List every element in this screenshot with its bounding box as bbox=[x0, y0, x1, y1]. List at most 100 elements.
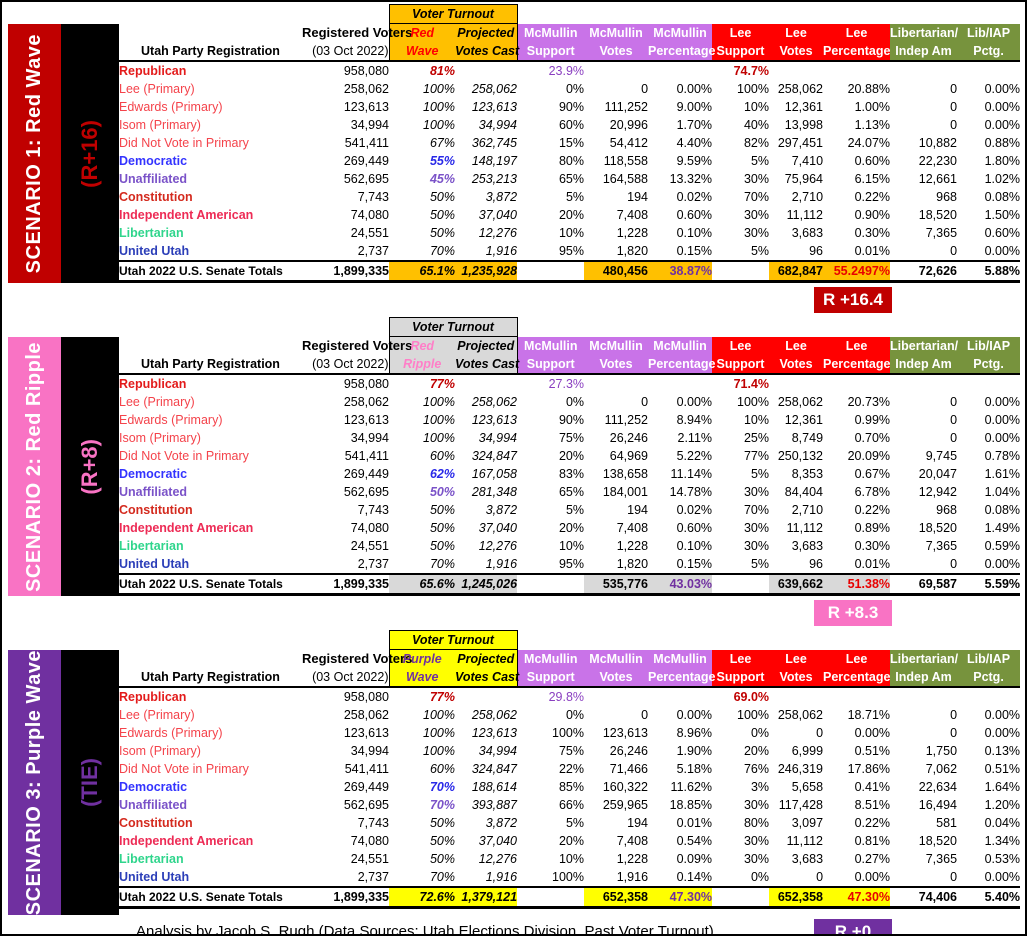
column-header-mcmullin-votes: McMullin Votes bbox=[584, 649, 649, 688]
party-row: United Utah 2,737 70% 1,916 95% 1,820 0.15% 5% 9… bbox=[119, 242, 1020, 261]
cell-lee-pct: 0.00% bbox=[854, 726, 891, 740]
cell-mcmullin-pct: 0.00% bbox=[676, 82, 713, 96]
cell-mcmullin-votes: 7,408 bbox=[616, 208, 649, 222]
cell-mcmullin-pct: 9.59% bbox=[676, 154, 713, 168]
cell-mcmullin-votes: 1,916 bbox=[616, 870, 649, 884]
party-label: Constitution bbox=[119, 503, 193, 517]
cell-lee-support: 30% bbox=[743, 226, 770, 240]
cell-lee-pct: 0.30% bbox=[854, 226, 891, 240]
cell-mcmullin-pct: 8.96% bbox=[676, 726, 713, 740]
total-lee-support bbox=[712, 260, 770, 283]
badge-row: R +8.3 bbox=[8, 596, 1025, 630]
column-header-lib-iap-pctg-: Lib/IAP Pctg. bbox=[957, 336, 1021, 375]
party-row: Edwards (Primary) 123,613 100% 123,613 90% 11… bbox=[119, 98, 1020, 116]
cell-lee-pct: 0.81% bbox=[854, 834, 891, 848]
cell-lib-iap-pct: 0.51% bbox=[984, 762, 1021, 776]
cell-mcmullin-support: 10% bbox=[558, 226, 585, 240]
cell-turnout-pct: 77% bbox=[429, 690, 455, 704]
total-lee-support bbox=[712, 886, 770, 909]
cell-mcmullin-pct: 8.94% bbox=[676, 413, 713, 427]
cell-lee-pct: 0.51% bbox=[854, 744, 891, 758]
column-header-lee-support: Lee Support bbox=[712, 23, 770, 62]
party-row: Edwards (Primary) 123,613 100% 123,613 90% 11… bbox=[119, 411, 1020, 429]
party-row: Unaffiliated 562,695 70% 393,887 66% 259,965 1… bbox=[119, 796, 1020, 814]
cell-registered-voters: 7,743 bbox=[357, 816, 389, 830]
cell-lee-votes: 117,428 bbox=[778, 798, 824, 812]
scenario-block-red-wave: SCENARIO 1: Red Wave (R+16) Voter Turnout U… bbox=[8, 4, 1025, 283]
cell-lee-pct: 0.90% bbox=[854, 208, 891, 222]
cell-lib-iap-votes bbox=[890, 687, 957, 706]
cell-lee-support: 30% bbox=[743, 521, 770, 535]
cell-lib-iap-pct: 0.00% bbox=[984, 100, 1021, 114]
cell-mcmullin-pct: 0.54% bbox=[676, 834, 713, 848]
party-label: Isom (Primary) bbox=[119, 744, 201, 758]
cell-lee-votes: 75,964 bbox=[784, 172, 824, 186]
cell-mcmullin-support: 75% bbox=[558, 431, 585, 445]
cell-lib-iap-pct: 0.08% bbox=[984, 503, 1021, 517]
total-turnout-pct: 65.6% bbox=[389, 573, 455, 596]
cell-lee-pct: 0.00% bbox=[854, 870, 891, 884]
cell-mcmullin-votes: 194 bbox=[627, 190, 649, 204]
total-lib-iap-pct: 5.88% bbox=[957, 260, 1021, 283]
column-header-lib-iap-pctg-: Lib/IAP Pctg. bbox=[957, 23, 1021, 62]
cell-projected-votes: 37,040 bbox=[478, 834, 518, 848]
total-turnout-pct: 72.6% bbox=[389, 886, 455, 909]
cell-lib-iap-votes: 7,365 bbox=[925, 539, 958, 553]
party-label: Isom (Primary) bbox=[119, 431, 201, 445]
cell-lee-support: 3% bbox=[750, 780, 770, 794]
party-label: Unaffiliated bbox=[119, 172, 188, 186]
cell-mcmullin-support: 65% bbox=[558, 172, 585, 186]
cell-projected-votes: 123,613 bbox=[471, 100, 518, 114]
cell-mcmullin-pct: 4.40% bbox=[676, 136, 713, 150]
cell-lee-support: 5% bbox=[750, 154, 770, 168]
cell-lee-votes: 297,451 bbox=[777, 136, 824, 150]
cell-turnout-pct: 50% bbox=[429, 521, 455, 535]
cell-lee-pct: 0.41% bbox=[854, 780, 891, 794]
party-row: Constitution 7,743 50% 3,872 5% 194 0.01% 80% 3,… bbox=[119, 814, 1020, 832]
cell-lib-iap-pct: 1.20% bbox=[984, 798, 1021, 812]
cell-registered-voters: 958,080 bbox=[343, 690, 389, 704]
cell-mcmullin-votes bbox=[584, 374, 648, 393]
scenario-title: SCENARIO 3: Purple Wave bbox=[23, 650, 45, 916]
cell-mcmullin-pct: 2.11% bbox=[677, 431, 713, 445]
cell-lee-votes: 2,710 bbox=[791, 190, 824, 204]
cell-mcmullin-support: 20% bbox=[558, 449, 585, 463]
cell-turnout-pct: 50% bbox=[429, 190, 455, 204]
cell-registered-voters: 269,449 bbox=[343, 154, 389, 168]
cell-projected-votes: 258,062 bbox=[471, 708, 518, 722]
badge-row: R +16.4 bbox=[8, 283, 1025, 317]
cell-projected-votes: 123,613 bbox=[471, 726, 518, 740]
column-header-projected: Projected Votes Cast bbox=[455, 336, 519, 375]
scenario-table: Voter Turnout Utah Party Registration Regi… bbox=[119, 630, 1021, 909]
total-turnout-pct: 65.1% bbox=[389, 260, 455, 283]
cell-projected-votes: 324,847 bbox=[471, 449, 518, 463]
cell-projected-votes: 3,872 bbox=[485, 190, 518, 204]
column-header-projected: Projected Votes Cast bbox=[455, 649, 519, 688]
cell-registered-voters: 541,411 bbox=[344, 449, 389, 463]
cell-lib-iap-pct: 0.04% bbox=[984, 816, 1021, 830]
cell-turnout-pct: 50% bbox=[429, 816, 455, 830]
cell-lee-pct: 0.22% bbox=[854, 190, 891, 204]
cell-registered-voters: 269,449 bbox=[343, 467, 389, 481]
column-header-party: Utah Party Registration bbox=[119, 23, 302, 62]
cell-lee-pct: 0.89% bbox=[854, 521, 891, 535]
cell-projected-votes: 37,040 bbox=[478, 521, 518, 535]
party-row: Democratic 269,449 55% 148,197 80% 118,558 9.5… bbox=[119, 152, 1020, 170]
party-label: Independent American bbox=[119, 521, 254, 535]
cell-mcmullin-votes: 111,252 bbox=[604, 100, 649, 114]
cell-turnout-pct: 70% bbox=[429, 557, 455, 571]
cell-turnout-pct: 45% bbox=[429, 172, 455, 186]
cell-mcmullin-pct: 5.18% bbox=[676, 762, 713, 776]
cell-mcmullin-support: 20% bbox=[558, 521, 585, 535]
cell-lib-iap-votes: 0 bbox=[950, 726, 958, 740]
cell-lee-support: 5% bbox=[750, 244, 770, 258]
cell-turnout-pct: 60% bbox=[429, 449, 455, 463]
cell-mcmullin-support: 83% bbox=[558, 467, 585, 481]
cell-projected-votes: 12,276 bbox=[478, 226, 518, 240]
total-lib-iap-pct: 5.59% bbox=[957, 573, 1021, 596]
cell-turnout-pct: 100% bbox=[423, 82, 455, 96]
cell-registered-voters: 562,695 bbox=[343, 172, 389, 186]
cell-lib-iap-votes: 18,520 bbox=[918, 208, 958, 222]
cell-mcmullin-votes: 7,408 bbox=[616, 834, 649, 848]
margin-badge: R +16.4 bbox=[814, 287, 892, 313]
